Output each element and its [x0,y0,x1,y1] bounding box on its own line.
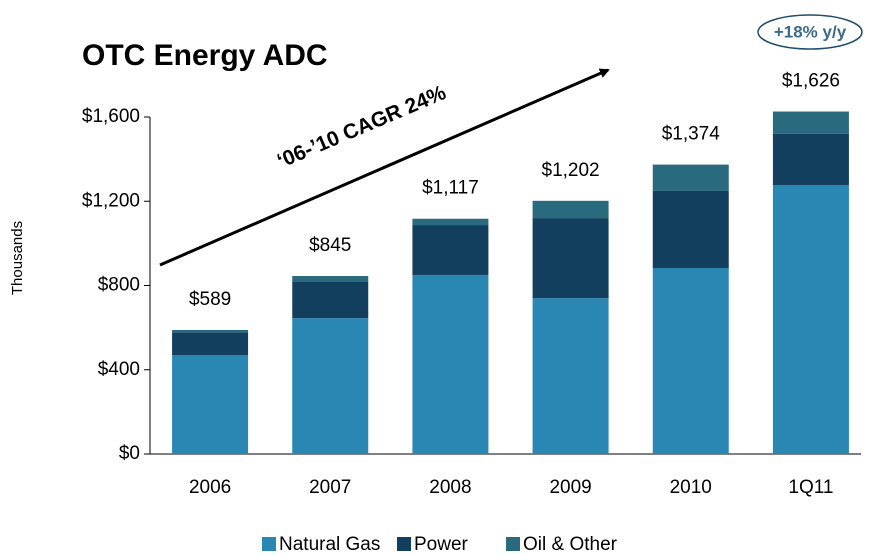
cagr-annotation: ‘06-’10 CAGR 24% [274,81,450,173]
bar-segment [772,111,849,134]
total-label: $1,626 [782,71,840,92]
total-label: $1,374 [662,124,721,145]
bar-segment [772,185,849,455]
x-tick-label: 2008 [429,477,471,498]
chart-title: OTC Energy ADC [82,39,328,72]
y-axis-label: Thousands [9,221,26,295]
legend-label: Oil & Other [523,534,618,555]
bar-segment [292,318,369,454]
x-tick-label: 2009 [549,477,591,498]
total-label: $589 [189,289,231,310]
y-tick-label: $0 [119,443,140,464]
yoy-annotation: +18% y/y [774,22,847,41]
bar-segment [412,218,489,226]
bar-segment [292,276,369,282]
legend-swatch [397,537,411,551]
y-tick-label: $1,600 [82,106,140,127]
bar-segment [172,355,249,454]
bar-segment [532,218,609,299]
total-label: $845 [309,235,351,256]
bar-segment [652,164,729,191]
x-tick-label: 2007 [309,477,351,498]
cagr-arrow [159,68,610,267]
y-tick-label: $1,200 [82,190,140,211]
bar-segment [652,190,729,269]
bar-segment [652,268,729,454]
y-tick-label: $400 [98,359,140,380]
bar-segment [532,200,609,219]
y-tick-label: $800 [98,275,140,296]
yoy-ellipse [757,14,863,50]
legend-label: Power [414,534,469,555]
legend-label: Natural Gas [279,534,380,555]
legend-swatch [262,537,276,551]
x-tick-label: 1Q11 [788,477,833,498]
x-tick-label: 2010 [670,477,712,498]
bar-segment [172,329,249,333]
bar-segment [412,225,489,275]
total-label: $1,117 [422,178,479,199]
bar-segment [532,298,609,454]
bar-segment [292,281,369,319]
x-tick-label: 2006 [189,477,231,498]
bar-segment [412,274,489,454]
bar-segment [772,133,849,186]
legend-swatch [506,537,520,551]
bar-segment [172,332,249,356]
total-label: $1,202 [542,160,600,181]
